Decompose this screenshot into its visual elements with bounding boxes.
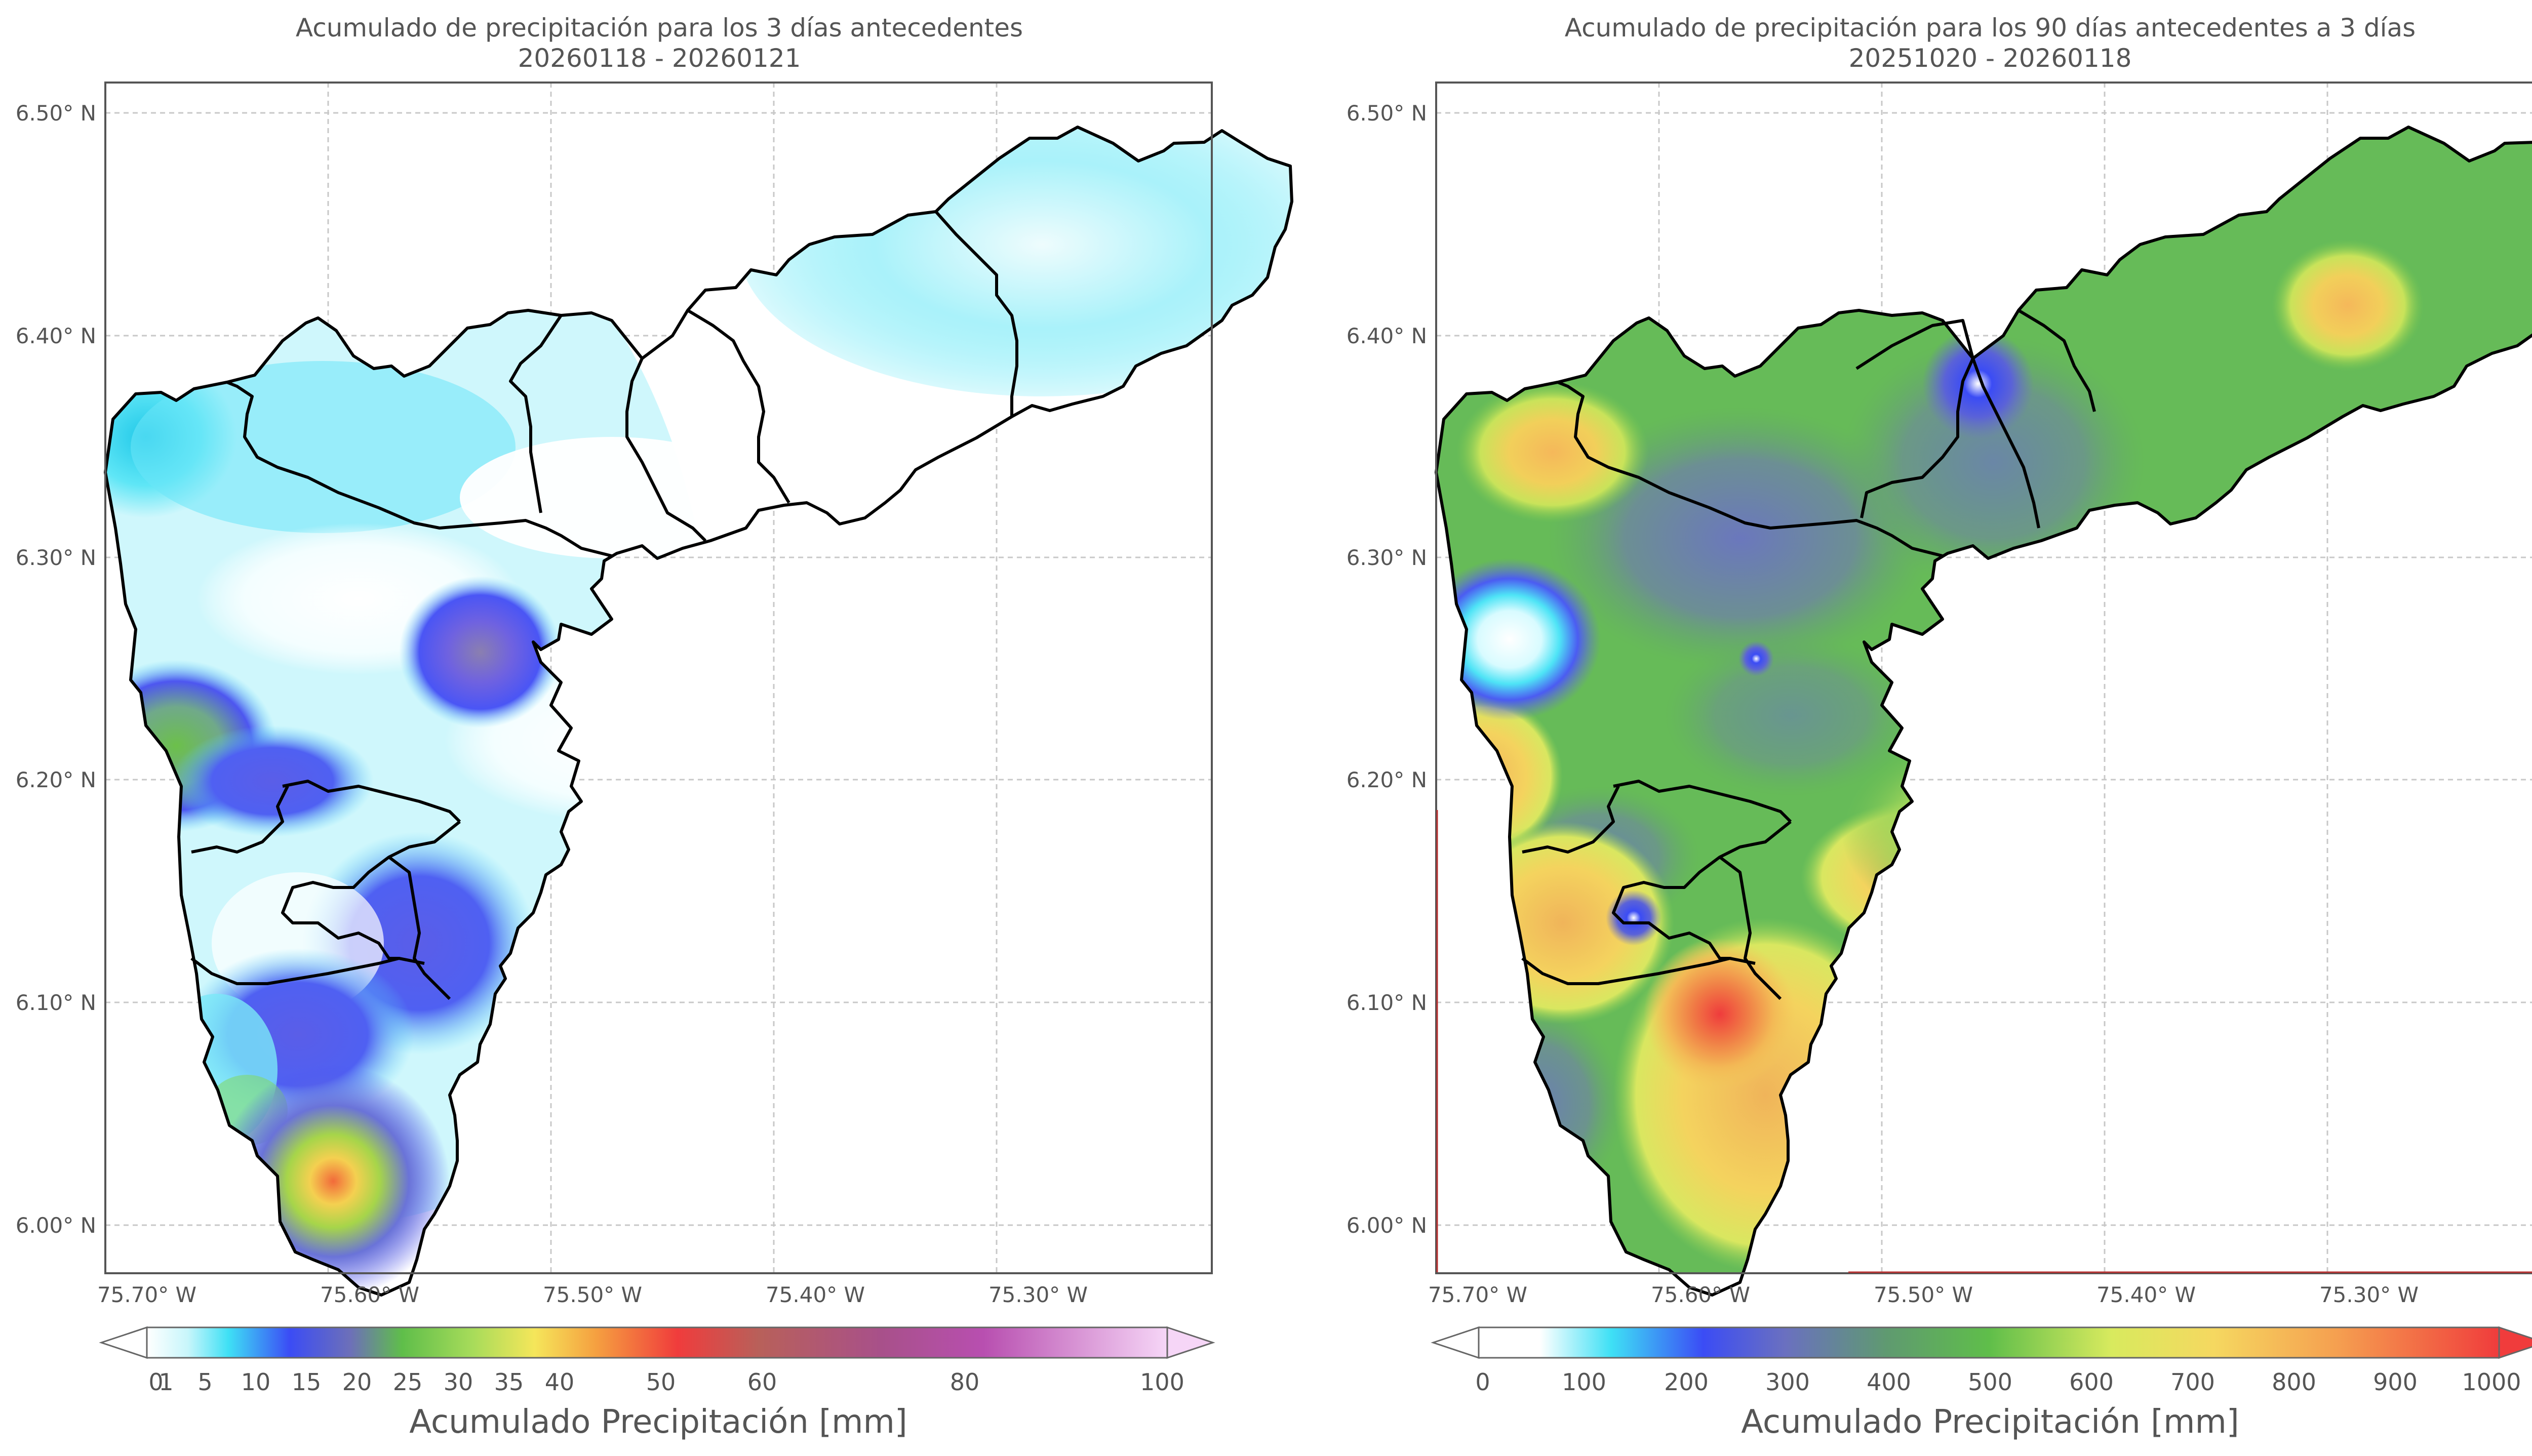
- right-lat-tick: 6.30° N: [1347, 545, 1427, 570]
- left-cb-tick: 80: [950, 1368, 980, 1396]
- left-lat-tick: 6.30° N: [16, 545, 96, 570]
- right-cb-tick: 500: [1968, 1368, 2012, 1396]
- right-map-frame: [1435, 82, 2532, 1274]
- left-lon-tick: 75.70° W: [97, 1282, 196, 1307]
- right-cb-tick: 0: [1475, 1368, 1490, 1396]
- right-lon-ticks: 75.70° W 75.60° W 75.50° W 75.40° W 75.3…: [1428, 1282, 2419, 1307]
- right-colorbar: 0 100 200 300 400 500 600 700 800 900 10…: [1431, 1326, 2532, 1441]
- right-cb-tick: 100: [1562, 1368, 1606, 1396]
- left-cb-tick: 5: [197, 1368, 212, 1396]
- left-lon-tick: 75.30° W: [988, 1282, 1088, 1307]
- right-lat-tick: 6.20° N: [1347, 767, 1427, 792]
- right-cb-tick: 800: [2272, 1368, 2316, 1396]
- left-lon-tick: 75.50° W: [543, 1282, 642, 1307]
- right-cb-tick: 600: [2069, 1368, 2114, 1396]
- right-lat-tick: 6.10° N: [1347, 990, 1427, 1015]
- left-cb-tick: 100: [1140, 1368, 1184, 1396]
- right-lon-tick: 75.30° W: [2319, 1282, 2419, 1307]
- right-cb-tick: 700: [2170, 1368, 2215, 1396]
- left-panel: Acumulado de precipitación para los 3 dí…: [4, 13, 1346, 1441]
- right-lat-tick: 6.00° N: [1347, 1213, 1427, 1238]
- left-lat-tick: 6.10° N: [16, 990, 96, 1015]
- right-lat-ticks: 6.50° N 6.40° N 6.30° N 6.20° N 6.10° N …: [1347, 101, 1427, 1238]
- left-cb-tick: 30: [444, 1368, 473, 1396]
- left-map-frame: [104, 82, 1213, 1274]
- right-cb-tick: 300: [1765, 1368, 1810, 1396]
- left-colorbar: 0 1 5 10 15 20 25 30 35 40 50 60 80 100 …: [99, 1326, 1215, 1441]
- left-cb-label: Acumulado Precipitación [mm]: [409, 1403, 907, 1441]
- left-lat-tick: 6.00° N: [16, 1213, 96, 1238]
- left-cb-tick: 20: [342, 1368, 372, 1396]
- left-cb-tick: 60: [747, 1368, 777, 1396]
- right-title-line2: 20251020 - 20260118: [1849, 44, 2132, 73]
- right-lon-tick: 75.50° W: [1874, 1282, 1973, 1307]
- right-precip-field: [1401, 83, 2532, 1295]
- right-lon-tick: 75.60° W: [1651, 1282, 1750, 1307]
- right-lat-tick: 6.50° N: [1347, 101, 1427, 126]
- right-cb-label: Acumulado Precipitación [mm]: [1741, 1403, 2239, 1441]
- right-title-line1: Acumulado de precipitación para los 90 d…: [1565, 13, 2416, 43]
- left-cb-tick: 25: [393, 1368, 423, 1396]
- left-precip-field: [4, 83, 1346, 1298]
- left-cb-tick: 35: [494, 1368, 524, 1396]
- left-municipal-boundaries: [190, 211, 1018, 1000]
- right-cb-tick: 900: [2373, 1368, 2418, 1396]
- left-lat-tick: 6.20° N: [16, 767, 96, 792]
- right-lon-tick: 75.70° W: [1428, 1282, 1527, 1307]
- left-cb-tick: 40: [545, 1368, 575, 1396]
- right-cb-tick: 200: [1664, 1368, 1709, 1396]
- left-title-line1: Acumulado de precipitación para los 3 dí…: [296, 13, 1023, 43]
- left-lon-tick: 75.60° W: [320, 1282, 419, 1307]
- right-cb-tick: 400: [1867, 1368, 1911, 1396]
- left-lon-tick: 75.40° W: [766, 1282, 865, 1307]
- left-cb-tick: 15: [292, 1368, 322, 1396]
- left-cb-tick: 1: [159, 1368, 173, 1396]
- right-municipal-boundaries: [1521, 309, 2096, 1000]
- left-lon-ticks: 75.70° W 75.60° W 75.50° W 75.40° W 75.3…: [97, 1282, 1088, 1307]
- left-cb-tick: 10: [241, 1368, 271, 1396]
- left-cb-tick: 0: [148, 1368, 163, 1396]
- right-lon-tick: 75.40° W: [2096, 1282, 2196, 1307]
- left-cb-tick: 50: [646, 1368, 676, 1396]
- left-lat-tick: 6.40° N: [16, 323, 96, 348]
- right-cb-tick: 1000: [2462, 1368, 2521, 1396]
- left-lat-tick: 6.50° N: [16, 101, 96, 126]
- right-panel: Acumulado de precipitación para los 90 d…: [1347, 13, 2532, 1441]
- left-lat-ticks: 6.50° N 6.40° N 6.30° N 6.20° N 6.10° N …: [16, 101, 96, 1238]
- left-title-line2: 20260118 - 20260121: [518, 44, 801, 73]
- right-lat-tick: 6.40° N: [1347, 323, 1427, 348]
